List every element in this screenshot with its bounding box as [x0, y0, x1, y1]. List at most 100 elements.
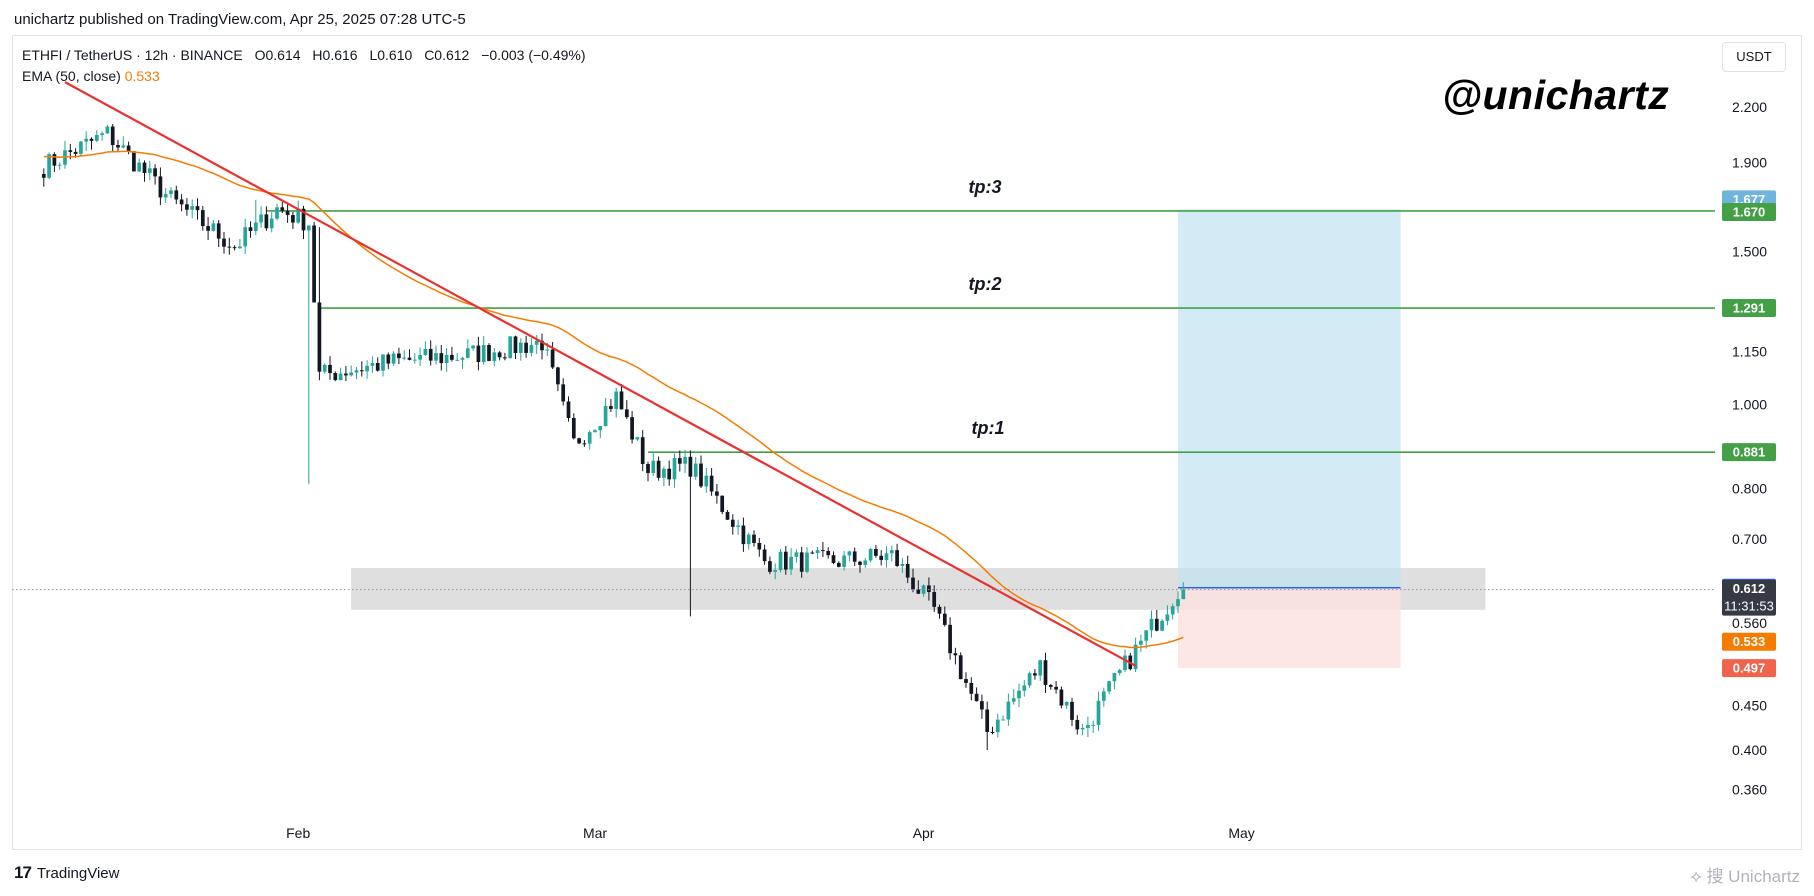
candle-body: [163, 194, 168, 198]
candle-body: [222, 238, 226, 247]
candle-body: [1149, 618, 1154, 631]
ema-value: 0.533: [124, 68, 160, 84]
candle-body: [275, 207, 279, 219]
candle-body: [1176, 599, 1180, 607]
ohlc-row: ETHFI / TetherUS · 12h · BINANCE O0.614 …: [22, 45, 594, 66]
candle-body: [1006, 701, 1011, 720]
y-tick-label: 0.800: [1732, 481, 1767, 497]
price-label-text: 0.881: [1733, 445, 1766, 460]
candle-body: [428, 348, 433, 361]
candle-body: [646, 463, 650, 474]
candle-body: [778, 551, 783, 571]
candle-body: [709, 475, 714, 492]
candle-body: [847, 551, 852, 556]
candle-body: [1059, 689, 1064, 706]
candle-body: [386, 354, 391, 364]
candle-body: [238, 246, 242, 249]
candle-body: [609, 406, 613, 409]
price-label-badge: [1722, 299, 1776, 318]
candle-body: [492, 352, 497, 361]
candle-body: [688, 456, 693, 477]
candle-body: [1022, 685, 1027, 691]
candle-body: [969, 682, 974, 694]
candle-body: [995, 719, 1000, 733]
candle-body: [815, 550, 820, 554]
candle-body: [603, 406, 608, 427]
candle-body: [900, 563, 905, 566]
candle-body: [964, 679, 968, 683]
candle-body: [693, 463, 698, 477]
candle-body: [942, 613, 947, 625]
candle-body: [349, 372, 354, 376]
candle-body: [41, 174, 46, 178]
price-label-text: 0.533: [1733, 634, 1766, 649]
candle-body: [402, 357, 407, 359]
candle-body: [1080, 728, 1085, 730]
price-label-badge: [1722, 632, 1776, 651]
candle-body: [566, 401, 571, 418]
candle-body: [614, 391, 619, 409]
candle-body: [783, 551, 788, 570]
candle-body: [794, 552, 799, 557]
candle-body: [57, 164, 62, 166]
candle-body: [571, 417, 576, 439]
publisher-info: unichartz published on TradingView.com, …: [14, 11, 466, 28]
symbol-name[interactable]: ETHFI / TetherUS · 12h · BINANCE: [22, 47, 243, 63]
x-tick-label: Mar: [583, 825, 607, 841]
candle-body: [301, 208, 306, 231]
candle-body: [1160, 620, 1164, 631]
author-watermark: @unichartz: [1442, 72, 1670, 118]
ema-row[interactable]: EMA (50, close) 0.533: [22, 66, 594, 87]
candle-body: [1027, 673, 1032, 686]
price-label-text: 1.670: [1733, 204, 1766, 219]
candle-body: [556, 367, 560, 385]
candle-body: [471, 345, 475, 349]
candle-body: [481, 345, 486, 363]
x-tick-label: Apr: [913, 825, 935, 841]
candle-body: [582, 443, 587, 445]
candle-body: [905, 563, 910, 578]
candle-body: [333, 373, 338, 381]
corner-watermark: ⟡ 搜 Unichartz: [1690, 867, 1801, 886]
candle-body: [179, 199, 184, 205]
candle-body: [990, 732, 995, 734]
candle-body: [1096, 700, 1101, 725]
candle-body: [200, 210, 205, 227]
candle-body: [47, 154, 51, 178]
tradingview-logo-icon: 17: [14, 863, 32, 882]
candle-body: [94, 134, 99, 141]
candle-body: [974, 693, 979, 702]
candle-body: [635, 437, 640, 440]
candle-body: [264, 214, 269, 229]
candle-body: [762, 549, 767, 562]
candle-body: [736, 525, 740, 527]
candle-body: [725, 511, 730, 520]
candle-body: [1001, 719, 1005, 721]
candle-body: [662, 468, 666, 478]
trendline[interactable]: [64, 81, 1137, 667]
candle-body: [1038, 660, 1043, 676]
candle-body: [253, 222, 258, 232]
candle-body: [953, 653, 958, 656]
y-tick-label: 1.000: [1732, 396, 1767, 412]
candle-body: [529, 344, 534, 353]
candle-body: [227, 246, 232, 248]
candle-body: [338, 373, 343, 381]
candle-body: [365, 365, 369, 372]
currency-button[interactable]: USDT: [1722, 42, 1786, 72]
candle-body: [89, 138, 94, 141]
target-lines[interactable]: tp:1 tp:2 tp:3: [266, 177, 1715, 453]
candle-body: [640, 437, 645, 464]
candle-body: [460, 357, 465, 360]
candle-body: [1101, 691, 1106, 701]
loss-zone: [1178, 587, 1401, 669]
candle-body: [895, 550, 899, 566]
target-label: tp:3: [969, 177, 1002, 197]
candle-body: [746, 534, 751, 545]
candle-body: [1070, 701, 1074, 720]
footer-brand[interactable]: 17 TradingView: [14, 863, 119, 883]
candle-body: [768, 561, 772, 572]
price-label-badge: [1722, 202, 1776, 221]
candle-body: [147, 168, 152, 173]
